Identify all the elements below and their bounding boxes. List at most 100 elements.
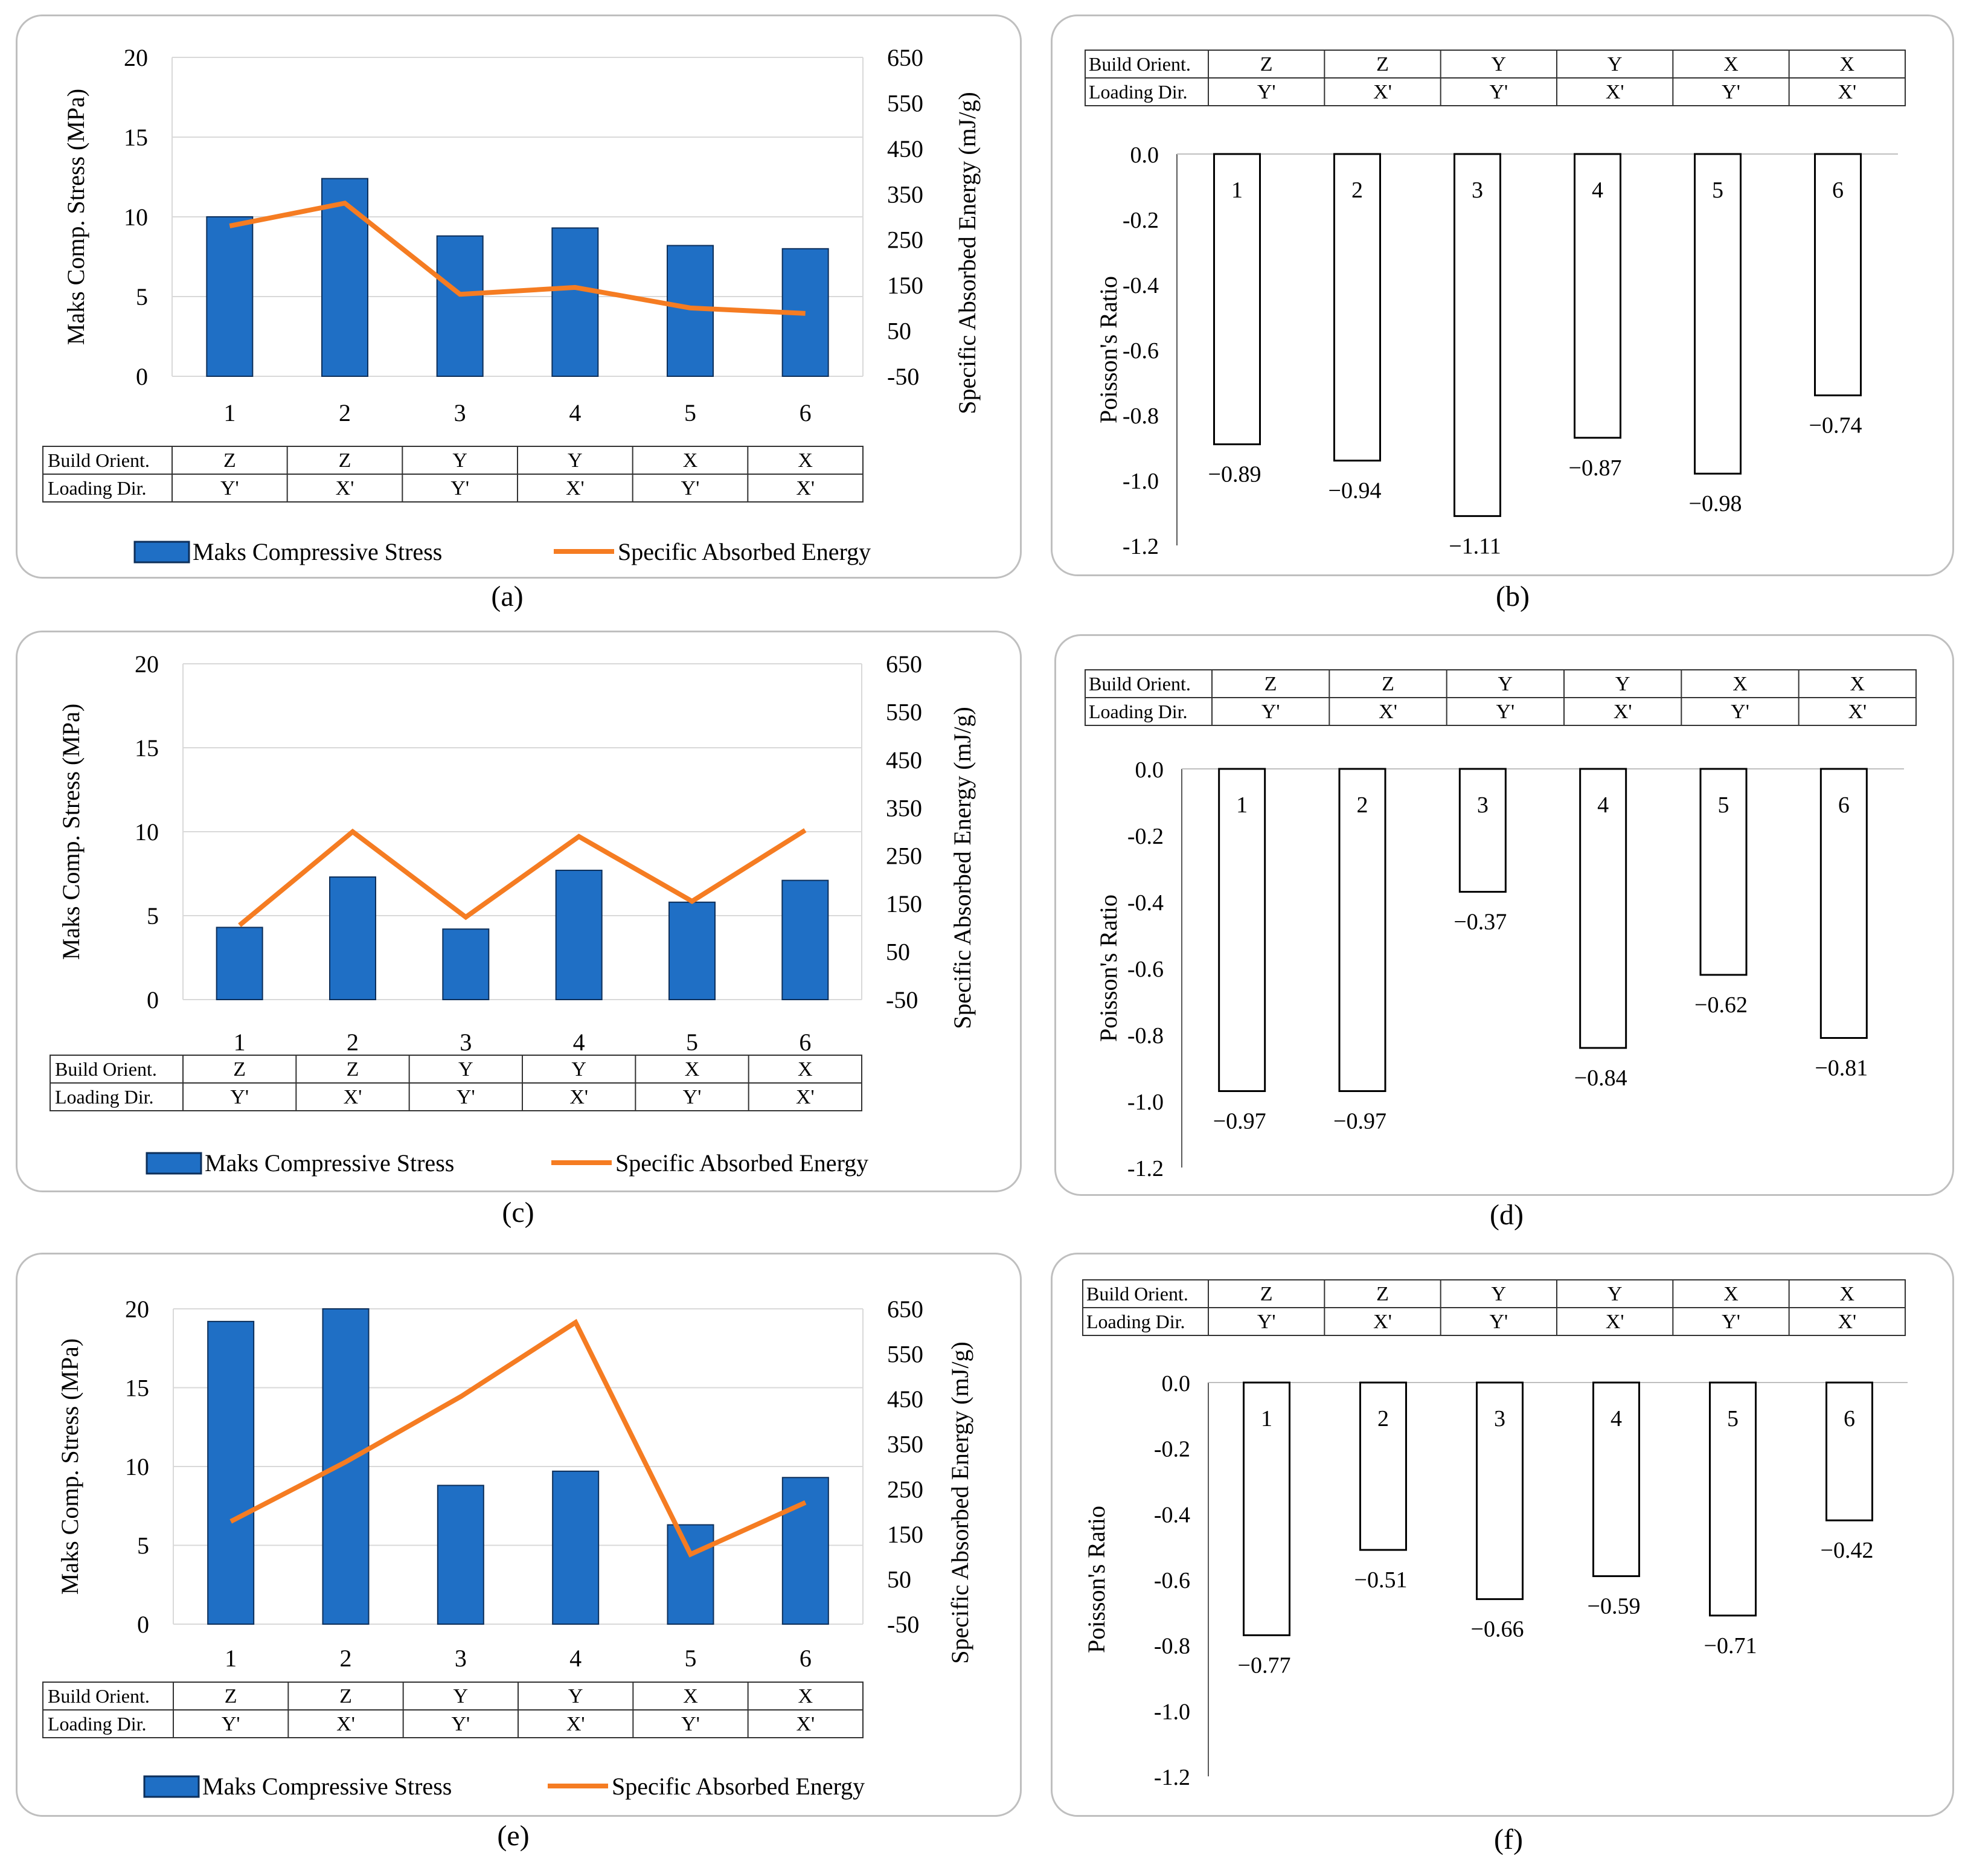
chart-f: Build Orient. Loading Dir. Z Z Y Y X X Y' X' Y' X' Y… — [1082, 1279, 1908, 1790]
bar-stress — [436, 235, 484, 377]
table-cell-build: Y — [1607, 1283, 1623, 1305]
bar-poisson — [1458, 768, 1507, 893]
y-tick-label: -1.0 — [1154, 1699, 1190, 1724]
legend-swatch-stress — [146, 1152, 202, 1175]
table-cell-loading: Y' — [220, 477, 239, 500]
table-cell-loading: Y' — [451, 1713, 470, 1735]
table-cell-build: Y — [458, 1058, 473, 1081]
y-tick-label: -0.2 — [1123, 208, 1159, 233]
y-axis-title: Maks Comp. Stress (MPa) — [56, 1338, 83, 1595]
table-cell-loading: Y' — [1489, 1311, 1508, 1333]
table-label-build: Build Orient. — [48, 1685, 150, 1707]
chart-a: 0 5 10 15 20 -50 50 150 250 350 450 550 650 1 2 3 4 5 6 Mak… — [42, 44, 981, 565]
bar-value-label: −0.59 — [1588, 1594, 1641, 1619]
table-cell-loading: Y' — [1496, 701, 1514, 723]
panel-b: Build Orient. Loading Dir. Z Z Y Y X X Y' X' Y' X' Y… — [1051, 14, 1954, 576]
bar-value-label: −0.66 — [1471, 1617, 1524, 1642]
bar-category-label: 3 — [1477, 792, 1489, 818]
bar-poisson — [1213, 153, 1261, 446]
x-tick-label: 2 — [347, 1029, 359, 1056]
bar-poisson — [1694, 153, 1742, 475]
table-cell-loading: X' — [1373, 1311, 1392, 1333]
table-cell-build: Y — [454, 1685, 469, 1707]
y-axis-title: Maks Comp. Stress (MPa) — [62, 89, 89, 345]
table-cell-build: X — [683, 1685, 698, 1707]
y-tick-label: -0.4 — [1127, 890, 1164, 916]
x-tick-label: 1 — [234, 1029, 246, 1056]
table-cell-build: Y — [1498, 673, 1513, 695]
table-cell-build: Y — [1492, 53, 1507, 75]
caption-e: (e) — [497, 1820, 530, 1852]
bar-stress — [442, 928, 490, 1000]
y-axis-title: Maks Comp. Stress (MPa) — [57, 704, 85, 960]
table-cell-build: Y — [1607, 53, 1623, 75]
y-tick-label: 20 — [124, 44, 148, 71]
y2-tick-label: 550 — [887, 1341, 923, 1368]
chart-c: 0 5 10 15 20 -50 50 150 250 350 450 550 650 1 2 3 4 5 6 Mak… — [50, 650, 976, 1177]
panel-c: 0 5 10 15 20 -50 50 150 250 350 450 550 650 1 2 3 4 5 6 Mak… — [16, 631, 1022, 1192]
bar-value-label: −0.89 — [1208, 462, 1261, 487]
line-energy — [238, 828, 807, 927]
table-cell-build: X — [798, 1058, 813, 1081]
caption-a: (a) — [491, 580, 524, 612]
y-tick-label: -0.8 — [1127, 1023, 1164, 1049]
bar-category-label: 1 — [1231, 178, 1243, 203]
y2-tick-label: -50 — [887, 363, 919, 390]
y-axis-title: Poisson's Ratio — [1095, 276, 1122, 423]
y-tick-label: -0.4 — [1123, 273, 1159, 298]
table-cell-loading: Y' — [1722, 81, 1740, 103]
bar-value-label: −0.81 — [1815, 1056, 1868, 1081]
caption-c: (c) — [502, 1197, 534, 1229]
table-cell-build: Y — [1492, 1283, 1507, 1305]
bar-value-label: −0.77 — [1238, 1653, 1291, 1678]
bar-stress — [207, 1320, 255, 1625]
y2-tick-label: 350 — [887, 181, 923, 208]
y2-tick-label: 250 — [887, 226, 923, 254]
table-cell-build: X — [1840, 53, 1855, 75]
bar-value-label: −0.97 — [1333, 1109, 1386, 1134]
bar-poisson — [1814, 153, 1862, 397]
legend-swatch-stress — [133, 541, 190, 564]
y2-tick-label: 50 — [887, 318, 911, 345]
y2-tick-label: 650 — [887, 44, 923, 71]
y-tick-label: -0.6 — [1127, 957, 1164, 982]
table-label-loading: Loading Dir. — [48, 477, 147, 499]
y2-tick-label: 150 — [887, 272, 923, 299]
panel-e: 0 5 10 15 20 -50 50 150 250 350 450 550 650 1 2 3 4 5 6 Mak… — [16, 1253, 1022, 1817]
x-tick-label: 5 — [684, 399, 696, 426]
bar-stress — [216, 927, 263, 1000]
table-cell-loading: Y' — [1731, 701, 1749, 723]
x-tick-label: 6 — [799, 1029, 811, 1056]
chart-e: 0 5 10 15 20 -50 50 150 250 350 450 550 650 1 2 3 4 5 6 Mak… — [42, 1296, 973, 1800]
y2-tick-label: 350 — [886, 794, 922, 821]
table-cell-build: Z — [339, 449, 351, 472]
line-energy — [229, 1319, 807, 1558]
y-tick-label: -1.0 — [1123, 469, 1159, 494]
table-cell-build: Z — [1382, 673, 1394, 695]
bar-category-label: 3 — [1472, 178, 1483, 203]
table-label-build: Build Orient. — [55, 1058, 157, 1080]
y2-tick-label: 350 — [887, 1431, 923, 1458]
y-tick-label: 0 — [137, 1611, 149, 1638]
y2-tick-label: 550 — [886, 698, 922, 725]
y2-tick-label: 450 — [886, 747, 922, 774]
table-label-loading: Loading Dir. — [1089, 81, 1188, 103]
bar-category-label: 4 — [1597, 792, 1609, 818]
table-label-build: Build Orient. — [1089, 53, 1191, 75]
chart-b: Build Orient. Loading Dir. Z Z Y Y X X Y' X' Y' X' Y… — [1085, 50, 1906, 559]
bar-value-label: −0.42 — [1821, 1538, 1874, 1563]
x-tick-label: 2 — [339, 399, 351, 426]
x-tick-label: 5 — [686, 1029, 698, 1056]
bar-category-label: 5 — [1718, 792, 1729, 818]
y-tick-label: -0.8 — [1123, 403, 1159, 429]
bar-stress — [668, 901, 716, 1001]
table-label-loading: Loading Dir. — [1086, 1311, 1185, 1332]
x-tick-label: 2 — [340, 1645, 352, 1672]
bar-poisson — [1592, 1381, 1640, 1578]
table-cell-build: Z — [233, 1058, 246, 1081]
bar-category-label: 6 — [1838, 792, 1850, 818]
bar-poisson — [1709, 1381, 1757, 1617]
bar-value-label: −0.94 — [1329, 478, 1382, 504]
table-cell-build: Y — [571, 1058, 586, 1081]
y-tick-label: -1.2 — [1154, 1765, 1190, 1790]
